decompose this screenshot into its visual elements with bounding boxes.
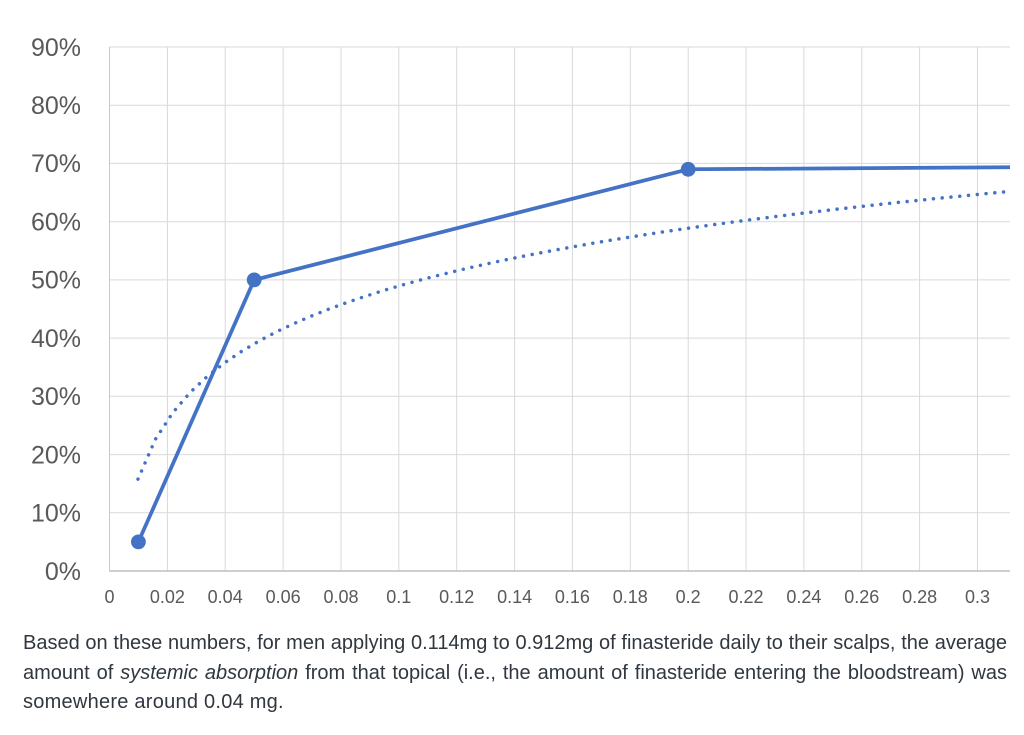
svg-text:0.3: 0.3 — [965, 587, 990, 607]
svg-text:10%: 10% — [31, 500, 81, 528]
svg-text:70%: 70% — [31, 150, 81, 178]
svg-text:0.28: 0.28 — [902, 587, 937, 607]
svg-text:0.18: 0.18 — [613, 587, 648, 607]
svg-text:0%: 0% — [45, 558, 81, 586]
svg-text:30%: 30% — [31, 383, 81, 411]
svg-text:90%: 90% — [31, 34, 81, 62]
svg-text:0.26: 0.26 — [844, 587, 879, 607]
svg-text:0.1: 0.1 — [386, 587, 411, 607]
svg-text:60%: 60% — [31, 209, 81, 237]
svg-text:0.04: 0.04 — [208, 587, 243, 607]
svg-text:0.22: 0.22 — [728, 587, 763, 607]
svg-text:0: 0 — [104, 587, 114, 607]
svg-text:0.06: 0.06 — [266, 587, 301, 607]
svg-text:0.02: 0.02 — [150, 587, 185, 607]
svg-text:20%: 20% — [31, 441, 81, 469]
svg-text:0.24: 0.24 — [786, 587, 821, 607]
svg-text:50%: 50% — [31, 267, 81, 295]
svg-text:40%: 40% — [31, 325, 81, 353]
svg-text:0.2: 0.2 — [676, 587, 701, 607]
svg-text:0.12: 0.12 — [439, 587, 474, 607]
svg-text:0.16: 0.16 — [555, 587, 590, 607]
svg-text:0.08: 0.08 — [323, 587, 358, 607]
svg-text:80%: 80% — [31, 92, 81, 120]
svg-text:0.14: 0.14 — [497, 587, 532, 607]
